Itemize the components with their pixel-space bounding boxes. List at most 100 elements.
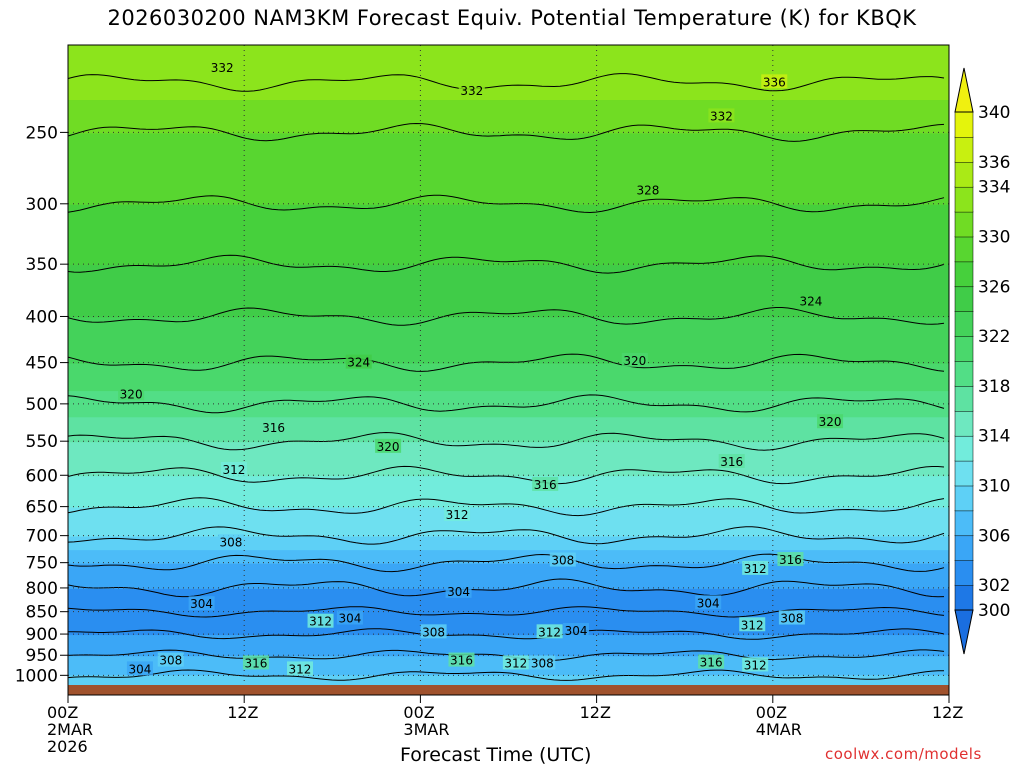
field-band [68, 626, 949, 632]
contour-label: 308 [780, 612, 803, 626]
colorbar-label: 326 [978, 277, 1010, 297]
colorbar-label: 306 [978, 526, 1010, 546]
field-band [68, 428, 949, 436]
contour-label: 304 [697, 596, 720, 610]
field-band [68, 619, 949, 624]
colorbar-segment [954, 435, 974, 462]
field-band [68, 324, 949, 333]
y-tick-label: 900 [26, 625, 58, 645]
contour-line [68, 526, 945, 545]
field-band [68, 641, 949, 646]
contour-label: 312 [744, 658, 767, 672]
contour-line [68, 497, 945, 517]
field-band [68, 485, 949, 492]
chart-title: 2026030200 NAM3KM Forecast Equiv. Potent… [107, 6, 917, 30]
field-band [68, 452, 949, 460]
field-band [68, 599, 949, 605]
field-band [68, 132, 949, 146]
field-band [68, 307, 949, 318]
field-band [68, 331, 949, 341]
field-band [68, 562, 949, 568]
contour-label: 308 [422, 625, 445, 639]
contour-label-bg [242, 655, 269, 670]
colorbar-segment [954, 360, 974, 387]
contour-label: 304 [447, 585, 470, 599]
field-band [68, 254, 949, 266]
field-band [68, 634, 949, 639]
contour-label: 308 [220, 535, 243, 549]
contour-label-bg [157, 652, 184, 667]
contour-label: 304 [190, 597, 213, 611]
contour-line [68, 606, 945, 618]
contour-label-bg [777, 552, 804, 567]
colorbar-segment [954, 385, 974, 412]
grid-lines [67, 45, 950, 703]
contour-label: 332 [710, 109, 733, 123]
contour-label: 304 [565, 624, 588, 638]
colorbar-segment [954, 460, 974, 487]
field-band [68, 549, 949, 555]
colorbar-segment [954, 559, 974, 586]
field-band [68, 144, 949, 158]
field-band [68, 615, 949, 621]
colorbar-label: 340 [978, 103, 1010, 123]
credit-link[interactable]: coolwx.com/models [825, 745, 982, 763]
colorbar-segment [954, 410, 974, 437]
field-band [68, 168, 949, 181]
field-band [68, 630, 949, 636]
contour-label-bg [708, 108, 735, 123]
y-tick-label: 700 [26, 527, 58, 547]
contour-line [68, 669, 945, 681]
y-tick-label: 850 [26, 603, 58, 623]
field-band [68, 115, 949, 126]
contour-label: 328 [637, 184, 660, 198]
contour-label-bg [209, 59, 236, 74]
field-band [68, 264, 949, 274]
contour-line [68, 122, 945, 142]
contour-line [68, 307, 945, 326]
field-band [68, 521, 949, 527]
contour-label-bg [817, 414, 844, 429]
colorbar-label: 336 [978, 153, 1010, 173]
field-band [68, 233, 949, 246]
contour-label-bg [742, 657, 769, 672]
field-band [68, 480, 949, 487]
contour-label-bg [621, 352, 648, 367]
contour-label-bg [118, 386, 145, 401]
field-band [68, 376, 949, 385]
contour-label: 320 [120, 387, 143, 401]
contour-label-bg [563, 623, 590, 638]
field-band [68, 446, 949, 454]
contour-label-bg [695, 595, 722, 610]
contour-line [68, 194, 945, 214]
contour-line [68, 394, 945, 414]
colorbar-segment [954, 136, 974, 163]
ground-strip [68, 685, 949, 695]
contour-label: 316 [700, 656, 723, 670]
field-band [68, 45, 949, 84]
field-band [68, 506, 949, 513]
y-tick-label: 1000 [15, 666, 58, 686]
contour-label: 316 [450, 654, 473, 668]
field-band [68, 622, 949, 628]
x-tick-label: 00Z 3MAR [403, 704, 449, 738]
field-band [68, 383, 949, 392]
field-band [68, 156, 949, 170]
field-band [68, 637, 949, 643]
x-tick-label: 00Z 2MAR 2026 [47, 704, 93, 755]
contour-label-bg [634, 182, 661, 197]
field-band [68, 603, 949, 609]
field-band [68, 244, 949, 256]
field-band [68, 535, 949, 542]
contour-label: 308 [551, 554, 574, 568]
x-tick-label: 12Z [932, 704, 963, 721]
y-tick-label: 400 [26, 307, 58, 327]
contour-label: 316 [244, 656, 267, 670]
contour-label: 324 [800, 294, 823, 308]
colorbar-label: 300 [978, 601, 1010, 621]
field-band [68, 579, 949, 585]
field-band [68, 475, 949, 482]
x-tick-line: 3MAR [403, 720, 450, 739]
field-band [68, 90, 949, 101]
